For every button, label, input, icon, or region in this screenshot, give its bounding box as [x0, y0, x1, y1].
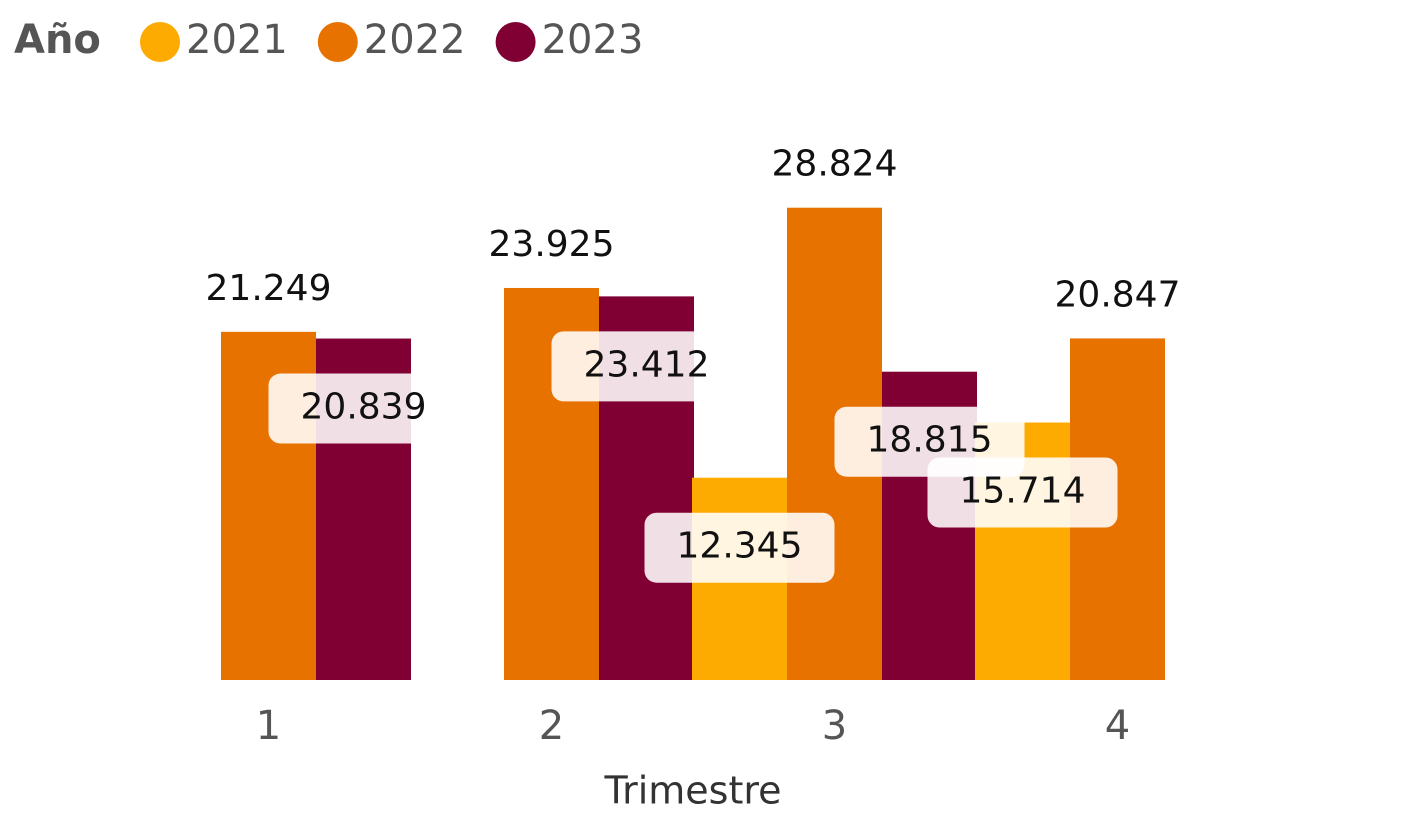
data-label-bg [644, 512, 835, 583]
legend-marker [140, 22, 180, 62]
legend-label: 2021 [186, 17, 288, 63]
data-label: 23.412 [584, 344, 710, 385]
data-label: 21.249 [206, 268, 332, 309]
data-label: 15.714 [960, 471, 1086, 512]
data-label-bg [268, 373, 459, 444]
data-label-bg [927, 457, 1118, 528]
legend-label: 2023 [542, 17, 644, 63]
data-label-bg [551, 331, 742, 402]
data-label: 18.815 [867, 420, 993, 461]
data-label: 23.925 [489, 224, 615, 265]
data-label: 28.824 [772, 144, 898, 185]
legend-marker [317, 22, 358, 62]
x-tick-label: 3 [822, 703, 847, 749]
legend-label: 2022 [364, 17, 466, 63]
legend-title: Año [14, 17, 101, 63]
x-tick-label: 2 [539, 703, 564, 749]
x-axis-title: Trimestre [603, 769, 781, 813]
data-label: 12.345 [677, 526, 803, 567]
data-label: 20.839 [301, 387, 427, 428]
data-label: 20.847 [1055, 274, 1181, 315]
x-tick-label: 4 [1105, 703, 1130, 749]
legend-marker [495, 22, 536, 62]
x-tick-label: 1 [256, 703, 281, 749]
